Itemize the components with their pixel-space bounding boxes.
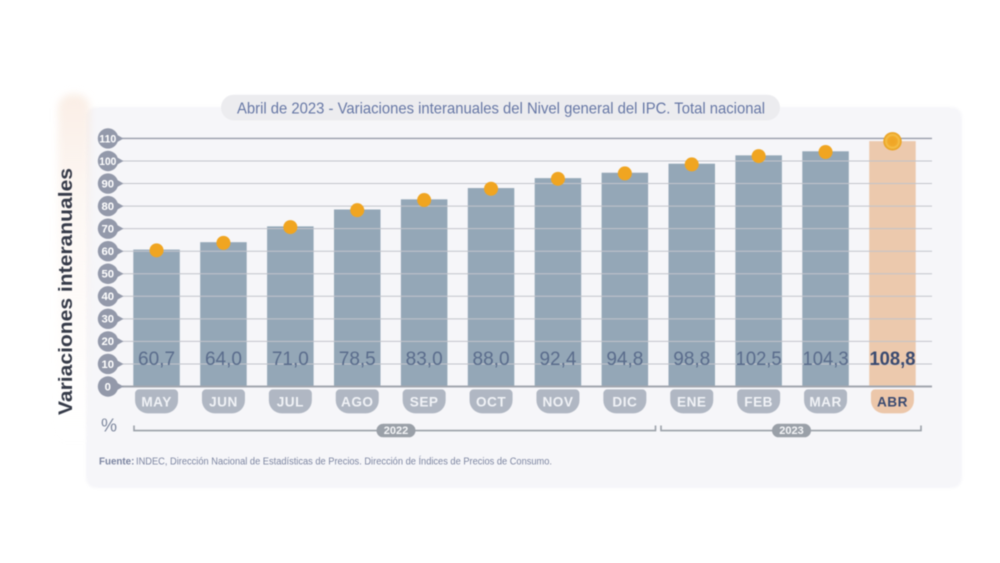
svg-text:NOV: NOV [542, 395, 573, 410]
svg-text:AGO: AGO [341, 395, 373, 410]
svg-text:50: 50 [102, 269, 115, 281]
svg-text:94,8: 94,8 [606, 349, 643, 370]
svg-text:108,8: 108,8 [869, 349, 915, 370]
svg-text:DIC: DIC [612, 395, 637, 410]
svg-text:90: 90 [102, 178, 115, 190]
svg-text:ENE: ENE [677, 395, 706, 410]
svg-text:ABR: ABR [877, 395, 908, 410]
svg-text:70: 70 [102, 223, 115, 235]
svg-text:104,3: 104,3 [803, 349, 849, 370]
svg-text:FEB: FEB [744, 395, 773, 410]
svg-text:102,5: 102,5 [736, 349, 782, 370]
svg-text:60,7: 60,7 [138, 349, 175, 370]
svg-text:30: 30 [102, 314, 115, 326]
svg-text:JUN: JUN [209, 395, 238, 410]
svg-text:%: % [101, 416, 117, 436]
svg-text:80: 80 [102, 201, 115, 213]
svg-text:Variaciones interanuales: Variaciones interanuales [56, 168, 77, 415]
svg-text:0: 0 [105, 381, 111, 393]
svg-text:60: 60 [102, 246, 115, 258]
svg-text:JUL: JUL [277, 395, 304, 410]
svg-text:2022: 2022 [384, 425, 408, 437]
svg-text:Fuente:: Fuente: [99, 457, 134, 468]
svg-text:MAR: MAR [809, 395, 841, 410]
svg-text:83,0: 83,0 [406, 349, 443, 370]
svg-text:Abril de 2023 - Variaciones in: Abril de 2023 - Variaciones interanuales… [237, 100, 765, 117]
svg-text:78,5: 78,5 [339, 349, 376, 370]
svg-text:INDEC, Dirección Nacional de E: INDEC, Dirección Nacional de Estadística… [136, 457, 552, 468]
svg-text:10: 10 [102, 359, 115, 371]
svg-text:2023: 2023 [779, 425, 803, 437]
svg-text:SEP: SEP [410, 395, 439, 410]
svg-text:OCT: OCT [476, 395, 506, 410]
svg-text:100: 100 [99, 156, 116, 168]
svg-text:98,8: 98,8 [673, 349, 710, 370]
svg-text:20: 20 [102, 336, 115, 348]
svg-text:92,4: 92,4 [539, 349, 576, 370]
svg-text:40: 40 [102, 291, 115, 303]
svg-text:88,0: 88,0 [473, 349, 510, 370]
svg-text:110: 110 [99, 133, 116, 145]
svg-text:64,0: 64,0 [205, 349, 242, 370]
svg-text:MAY: MAY [141, 395, 171, 410]
svg-text:71,0: 71,0 [272, 349, 309, 370]
